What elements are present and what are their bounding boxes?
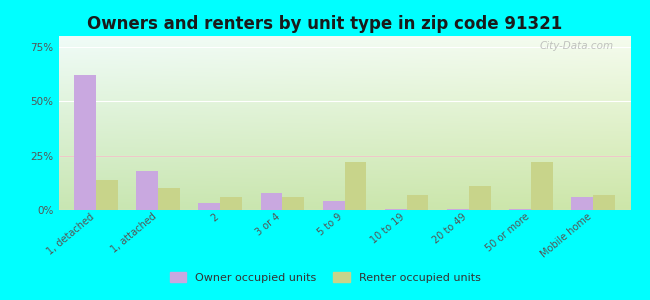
Bar [323,201,345,210]
Bar [344,162,366,210]
Bar [447,209,469,210]
Bar [593,195,615,210]
Bar [469,186,491,210]
Bar [136,171,158,210]
Bar [158,188,180,210]
Text: City-Data.com: City-Data.com [540,41,614,51]
Text: Owners and renters by unit type in zip code 91321: Owners and renters by unit type in zip c… [87,15,563,33]
Bar [282,197,304,210]
Legend: Owner occupied units, Renter occupied units: Owner occupied units, Renter occupied un… [164,267,486,288]
Bar [96,179,118,210]
Bar [74,75,96,210]
Bar [531,162,552,210]
Bar [509,209,531,210]
Bar [407,195,428,210]
Bar [220,197,242,210]
Bar [261,193,282,210]
Bar [385,209,407,210]
Bar [198,203,220,210]
Bar [571,197,593,210]
